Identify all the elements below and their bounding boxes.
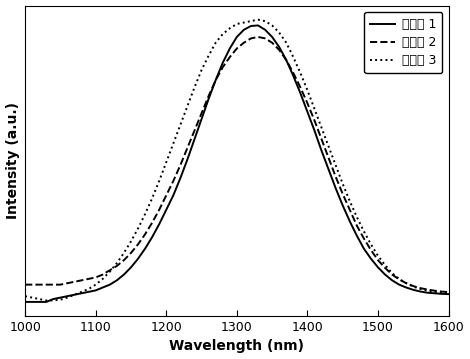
Legend: 实施例 1, 实施例 2, 实施例 3: 实施例 1, 实施例 2, 实施例 3 — [364, 12, 442, 73]
实施例 1 — [283, 58, 289, 62]
实施例 2 — [107, 268, 113, 272]
实施例 3 — [255, 18, 261, 22]
实施例 1 — [248, 24, 254, 28]
实施例 3 — [22, 294, 28, 298]
实施例 2 — [283, 58, 289, 62]
实施例 2 — [121, 258, 127, 262]
实施例 1 — [121, 272, 127, 277]
实施例 2 — [248, 36, 254, 41]
实施例 3 — [178, 123, 183, 127]
实施例 1 — [446, 292, 451, 296]
实施例 2 — [255, 35, 261, 39]
实施例 2 — [396, 277, 402, 281]
实施例 2 — [171, 179, 176, 183]
实施例 3 — [446, 291, 451, 295]
实施例 3 — [290, 55, 296, 59]
实施例 1 — [107, 283, 113, 287]
Line: 实施例 1: 实施例 1 — [25, 25, 448, 302]
Y-axis label: Intensity (a.u.): Intensity (a.u.) — [6, 102, 20, 219]
X-axis label: Wavelength (nm): Wavelength (nm) — [169, 340, 305, 354]
实施例 2 — [22, 283, 28, 287]
Line: 实施例 3: 实施例 3 — [25, 20, 448, 300]
Line: 实施例 2: 实施例 2 — [25, 37, 448, 292]
实施例 3 — [43, 298, 49, 303]
实施例 2 — [446, 290, 451, 294]
实施例 1 — [171, 193, 176, 197]
实施例 3 — [262, 19, 268, 23]
实施例 3 — [128, 239, 134, 244]
实施例 3 — [114, 261, 120, 265]
实施例 1 — [396, 283, 402, 287]
实施例 1 — [255, 23, 261, 28]
实施例 1 — [22, 300, 28, 304]
实施例 3 — [403, 281, 409, 285]
